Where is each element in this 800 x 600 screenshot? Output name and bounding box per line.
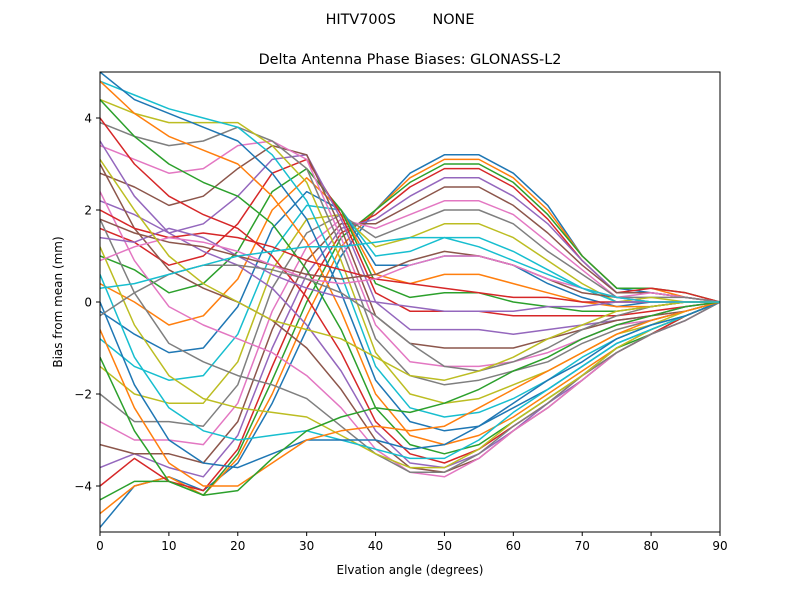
y-axis-ticks: −4 −2 0 2 4: [74, 112, 100, 494]
x-tick-label: 50: [437, 539, 452, 553]
y-tick-label: −2: [74, 388, 92, 402]
x-tick-label: 90: [712, 539, 727, 553]
y-tick-label: −4: [74, 480, 92, 494]
series-group: [100, 72, 720, 528]
series-line-32: [100, 301, 720, 496]
x-tick-label: 30: [299, 539, 314, 553]
figure-suptitle: HITV700S NONE: [326, 12, 475, 28]
series-line-28: [100, 246, 720, 469]
y-tick-label: 4: [84, 112, 92, 126]
x-tick-label: 40: [368, 539, 383, 553]
x-tick-label: 10: [161, 539, 176, 553]
series-line-34: [100, 227, 720, 312]
y-tick-label: 0: [84, 296, 92, 310]
x-tick-label: 80: [643, 539, 658, 553]
x-tick-label: 20: [230, 539, 245, 553]
series-line-29: [100, 274, 720, 460]
x-tick-label: 0: [96, 539, 104, 553]
series-line-39: [100, 236, 720, 303]
y-tick-label: 2: [84, 204, 92, 218]
series-line-30: [100, 301, 720, 469]
chart-title: Delta Antenna Phase Biases: GLONASS-L2: [259, 52, 562, 68]
y-axis-label: Bias from mean (mm): [51, 236, 65, 367]
x-axis-label: Elvation angle (degrees): [337, 563, 484, 577]
x-axis-ticks: 0 10 20 30 40 50 60 70 80 90: [96, 532, 728, 553]
x-tick-label: 60: [506, 539, 521, 553]
x-tick-label: 70: [575, 539, 590, 553]
series-line-38: [100, 158, 720, 381]
series-line-31: [100, 301, 720, 487]
series-line-27: [100, 218, 720, 473]
